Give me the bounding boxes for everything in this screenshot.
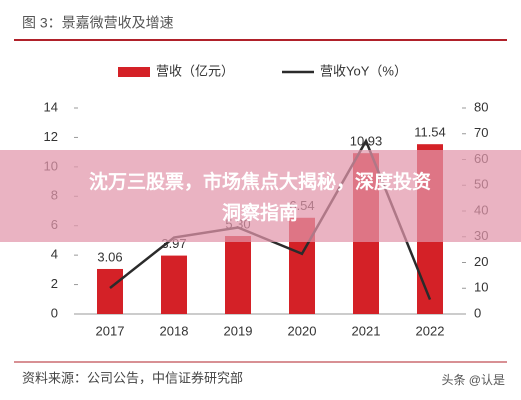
y-tick-label: 14 bbox=[44, 99, 58, 114]
x-tick-label: 2021 bbox=[352, 323, 381, 338]
y-tick-label: 4 bbox=[51, 247, 58, 262]
y-tick-label: 12 bbox=[44, 129, 58, 144]
y2-tick-label: 0 bbox=[474, 305, 481, 320]
y-tick-label: 0 bbox=[51, 305, 58, 320]
y2-tick-label: 80 bbox=[474, 99, 488, 114]
legend-label: 营收YoY（%） bbox=[320, 63, 407, 78]
chart-title: 图 3：景嘉微营收及增速 bbox=[22, 15, 174, 31]
y2-tick-label: 10 bbox=[474, 280, 488, 295]
value-label: 3.06 bbox=[97, 249, 122, 264]
x-tick-label: 2020 bbox=[288, 323, 317, 338]
y2-tick-label: 20 bbox=[474, 254, 488, 269]
x-tick-label: 2018 bbox=[160, 323, 189, 338]
y2-tick-label: 70 bbox=[474, 125, 488, 140]
legend-swatch bbox=[118, 67, 150, 77]
source: 资料来源：公司公告，中信证券研究部 bbox=[22, 370, 243, 385]
watermark: 头条 @认是 bbox=[441, 373, 505, 387]
x-tick-label: 2022 bbox=[416, 323, 445, 338]
x-tick-label: 2019 bbox=[224, 323, 253, 338]
banner-text: 洞察指南 bbox=[222, 201, 298, 224]
banner-text: 沈万三股票，市场焦点大揭秘，深度投资 bbox=[89, 170, 431, 193]
banner bbox=[0, 150, 521, 242]
bar bbox=[161, 255, 187, 314]
value-label: 11.54 bbox=[414, 125, 446, 140]
bar bbox=[97, 268, 123, 314]
x-tick-label: 2017 bbox=[96, 323, 125, 338]
bar bbox=[225, 236, 251, 314]
legend-label: 营收（亿元） bbox=[156, 63, 234, 78]
y-tick-label: 2 bbox=[51, 276, 58, 291]
